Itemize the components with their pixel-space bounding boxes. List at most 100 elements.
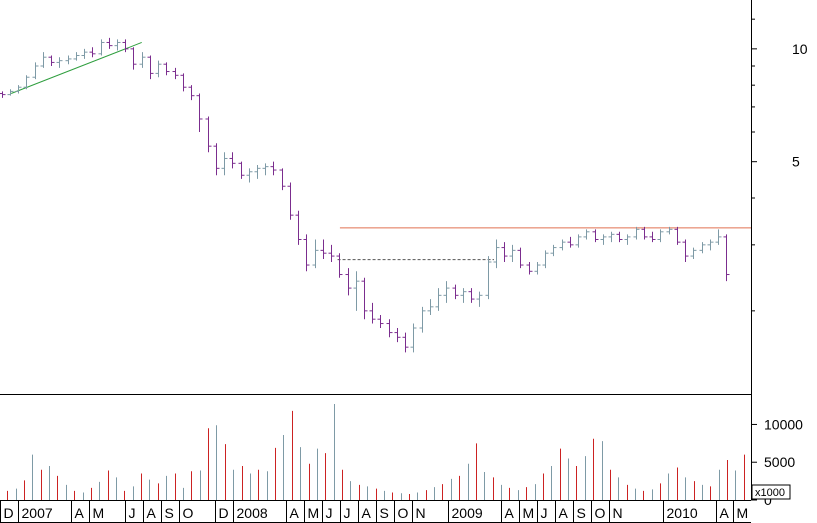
time-axis-label: A xyxy=(362,505,372,521)
time-axis-label: 2008 xyxy=(237,505,268,521)
time-axis-label: A xyxy=(505,505,515,521)
time-axis-label: M xyxy=(308,505,320,521)
price-bar xyxy=(435,288,442,311)
price-bar xyxy=(0,91,6,98)
price-bar xyxy=(56,57,63,68)
time-axis-label: S xyxy=(380,505,389,521)
time-axis-label: 2009 xyxy=(452,505,483,521)
price-bar xyxy=(386,319,393,338)
price-bar xyxy=(657,229,664,243)
volume-tick-label: 10000 xyxy=(764,416,803,432)
price-bar xyxy=(48,55,55,67)
price-bar xyxy=(287,182,294,220)
time-axis-label: J xyxy=(326,505,333,521)
time-axis-label: N xyxy=(613,505,623,521)
price-bar xyxy=(163,62,170,76)
time-axis-label: N xyxy=(416,505,426,521)
volume-tick-label: 5000 xyxy=(764,454,795,470)
price-bar xyxy=(303,234,310,272)
price-bar xyxy=(559,239,566,251)
price-bar xyxy=(410,323,417,353)
price-bar xyxy=(7,89,14,96)
price-bar xyxy=(312,239,319,269)
time-axis-label: O xyxy=(595,505,606,521)
price-bar xyxy=(575,234,582,248)
price-bar xyxy=(419,306,426,333)
price-bar xyxy=(583,229,590,240)
price-bar xyxy=(254,164,261,179)
price-bar xyxy=(345,268,352,296)
price-annotation-lines xyxy=(10,42,751,261)
price-bar xyxy=(485,256,492,300)
price-bar xyxy=(130,47,137,70)
price-bar xyxy=(40,52,47,68)
price-bar xyxy=(106,37,113,49)
time-axis-label: J xyxy=(129,505,136,521)
price-bar xyxy=(517,247,524,269)
time-axis-label: O xyxy=(183,505,194,521)
volume-multiplier-label: x1000 xyxy=(755,487,785,499)
price-bars xyxy=(0,37,730,353)
price-bar xyxy=(715,229,722,245)
price-bar xyxy=(443,281,450,303)
price-bar xyxy=(188,85,195,101)
time-axis-labels: D 2007 A M J A S O D 2008 A M J J A S O N 2009 A M J A S O N 2010 A… xyxy=(0,501,748,522)
price-bar xyxy=(600,234,607,245)
time-axis-label: A xyxy=(75,505,85,521)
price-bar xyxy=(633,226,640,240)
price-bar xyxy=(147,55,154,80)
price-bar xyxy=(15,85,22,94)
price-bar xyxy=(707,239,714,251)
price-bar xyxy=(32,62,39,80)
price-bar xyxy=(114,39,121,51)
price-bar xyxy=(229,152,236,169)
price-bar xyxy=(699,242,706,254)
price-bar xyxy=(23,75,30,90)
time-axis-label: A xyxy=(720,505,730,521)
price-bar xyxy=(493,239,500,269)
time-axis-label: 2010 xyxy=(667,505,698,521)
price-bar xyxy=(394,327,401,343)
price-bar xyxy=(509,244,516,262)
price-bar xyxy=(246,168,253,183)
price-bar xyxy=(402,332,409,353)
time-axis-label: M xyxy=(93,505,105,521)
price-bar xyxy=(377,314,384,328)
price-bar xyxy=(279,168,286,191)
volume-multiplier: x1000 xyxy=(751,484,791,500)
price-bar xyxy=(592,229,599,243)
time-axis-label: S xyxy=(165,505,174,521)
price-bar xyxy=(641,226,648,240)
price-bar xyxy=(98,39,105,56)
price-bar xyxy=(139,52,146,68)
time-axis-label: J xyxy=(344,505,351,521)
time-axis-label: A xyxy=(559,505,569,521)
price-bar xyxy=(361,277,368,320)
price-bar xyxy=(534,261,541,275)
time-axis-label: M xyxy=(523,505,535,521)
price-bar xyxy=(320,239,327,260)
price-bar xyxy=(723,234,730,282)
price-bar xyxy=(468,288,475,303)
time-axis-label: J xyxy=(541,505,548,521)
price-bar xyxy=(155,60,162,78)
price-bar xyxy=(238,161,245,179)
price-tick-label: 10 xyxy=(792,41,808,57)
price-bar xyxy=(501,242,508,262)
price-bar xyxy=(81,48,88,59)
price-bar xyxy=(682,239,689,262)
price-bar xyxy=(616,231,623,243)
price-bar xyxy=(295,210,302,245)
price-bar xyxy=(369,302,376,324)
price-bar xyxy=(73,52,80,61)
price-bar xyxy=(336,253,343,278)
price-bar xyxy=(196,93,203,133)
time-axis-label: A xyxy=(290,505,300,521)
volume-bars xyxy=(7,404,745,500)
price-bar xyxy=(674,226,681,245)
volume-tick-label: 0 xyxy=(764,492,772,508)
price-tick-label: 5 xyxy=(792,154,800,170)
price-bar xyxy=(89,47,96,58)
price-bar xyxy=(550,244,557,257)
price-bar xyxy=(353,271,360,311)
